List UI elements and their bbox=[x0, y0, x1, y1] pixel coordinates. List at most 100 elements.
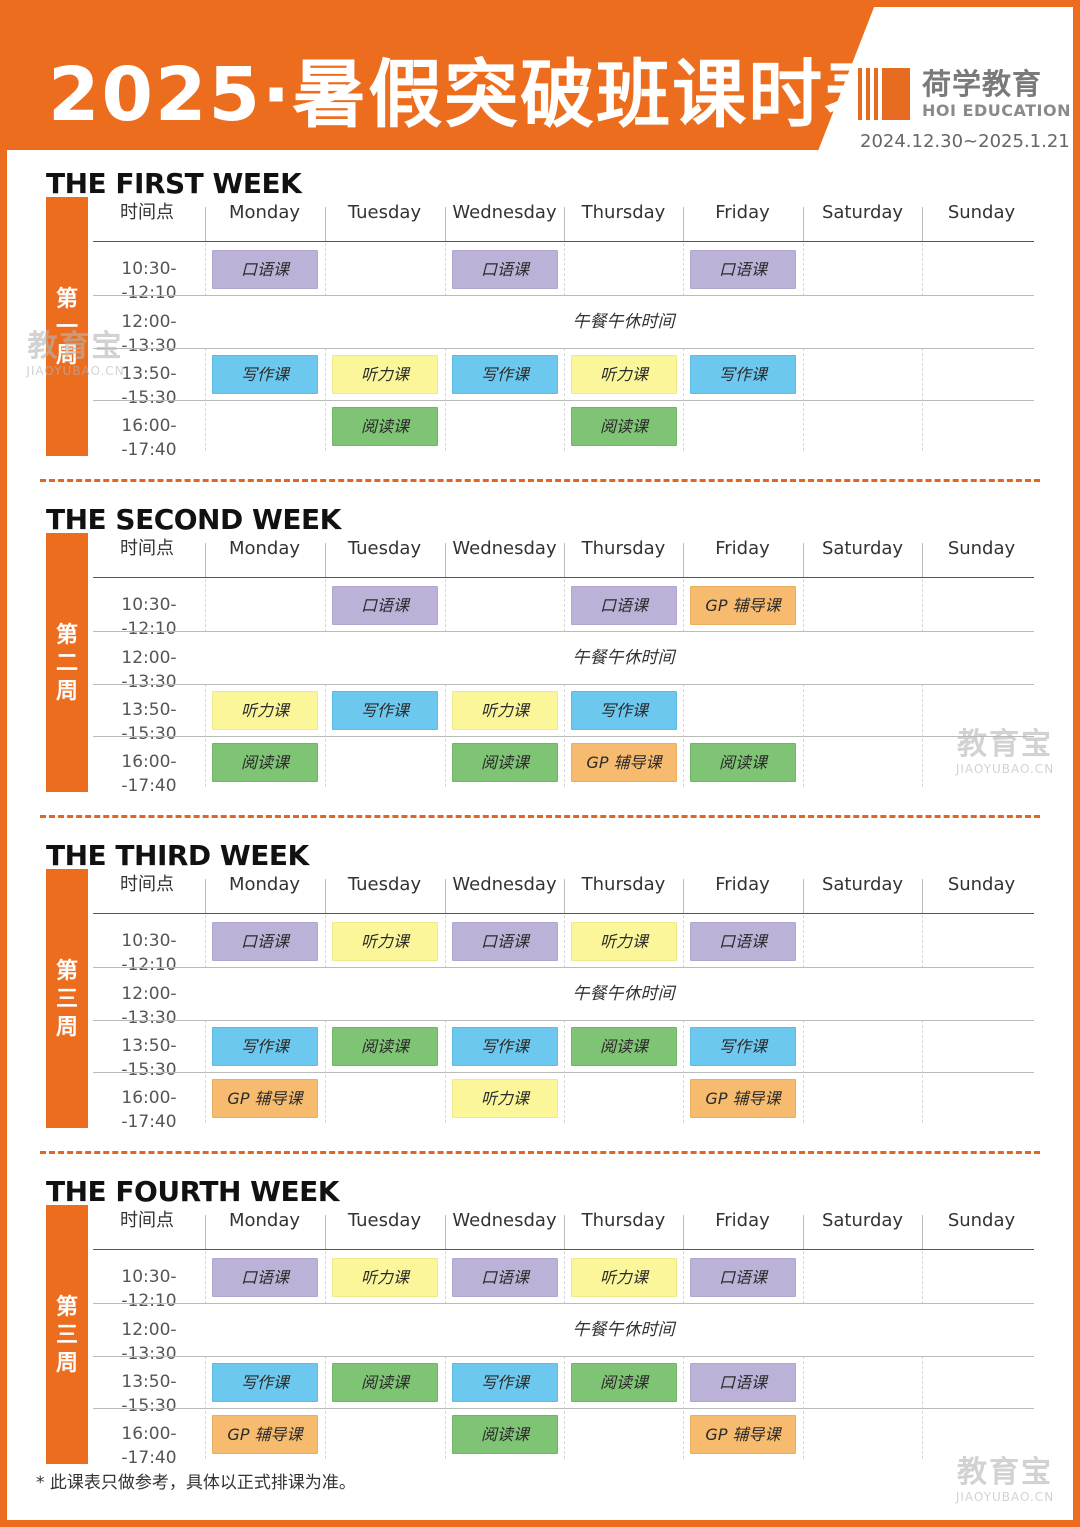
course-block-read: 阅读课 bbox=[332, 1363, 438, 1402]
column-divider bbox=[803, 1215, 804, 1249]
course-block-gp: GP 辅导课 bbox=[690, 586, 796, 625]
week-label-char: 第 bbox=[55, 287, 78, 312]
lunch-break-label: 午餐午休时间 bbox=[572, 1320, 675, 1340]
column-grid-line bbox=[205, 1251, 206, 1459]
course-block-read: 阅读课 bbox=[571, 1363, 677, 1402]
column-header-day: Monday bbox=[228, 538, 301, 559]
lunch-break-label: 午餐午休时间 bbox=[572, 984, 675, 1004]
column-header-day: Monday bbox=[228, 1210, 301, 1231]
row-divider bbox=[93, 295, 1034, 296]
row-divider bbox=[93, 348, 1034, 349]
brand-name-cn: 荷学教育 bbox=[922, 67, 1043, 101]
column-grid-line bbox=[445, 1251, 446, 1459]
course-block-read: 阅读课 bbox=[571, 1027, 677, 1066]
time-slot-label: 10:30--12:10 bbox=[121, 595, 177, 639]
course-block-oral: 口语课 bbox=[690, 1258, 796, 1297]
course-block-oral: 口语课 bbox=[690, 922, 796, 961]
week-title: THE THIRD WEEK bbox=[46, 839, 309, 872]
column-divider bbox=[922, 207, 923, 241]
column-grid-line bbox=[803, 1251, 804, 1459]
column-divider bbox=[205, 543, 206, 577]
course-block-write: 写作课 bbox=[212, 1027, 318, 1066]
time-slot-label: 10:30--12:10 bbox=[121, 259, 177, 303]
course-block-listen: 听力课 bbox=[332, 355, 438, 394]
column-grid-line bbox=[205, 579, 206, 787]
week-label-cn: 第一周 bbox=[46, 286, 88, 370]
course-block-read: 阅读课 bbox=[452, 743, 558, 782]
course-block-oral: 口语课 bbox=[452, 1258, 558, 1297]
course-block-oral: 口语课 bbox=[212, 922, 318, 961]
course-block-write: 写作课 bbox=[332, 691, 438, 730]
course-block-oral: 口语课 bbox=[452, 250, 558, 289]
week-label-bar: 第二周 bbox=[46, 533, 88, 792]
column-divider bbox=[205, 879, 206, 913]
course-block-write: 写作课 bbox=[571, 691, 677, 730]
column-grid-line bbox=[445, 579, 446, 787]
column-divider bbox=[803, 543, 804, 577]
time-slot-label: 12:00--13:30 bbox=[121, 984, 177, 1028]
column-header-day: Tuesday bbox=[347, 202, 422, 223]
column-grid-line bbox=[325, 243, 326, 451]
course-block-read: 阅读课 bbox=[332, 1027, 438, 1066]
column-header-day: Friday bbox=[715, 1210, 770, 1231]
row-divider bbox=[93, 967, 1034, 968]
column-grid-line bbox=[325, 915, 326, 1123]
column-header-day: Tuesday bbox=[347, 538, 422, 559]
watermark: 教育宝 JIAOYUBAO.CN bbox=[26, 329, 125, 379]
time-slot-label: 16:00--17:40 bbox=[121, 752, 177, 796]
column-header-day: Friday bbox=[715, 202, 770, 223]
time-slot-label: 12:00--13:30 bbox=[121, 648, 177, 692]
column-header-time: 时间点 bbox=[120, 538, 174, 559]
header-underline bbox=[93, 1249, 1034, 1250]
lunch-row bbox=[203, 633, 1035, 683]
row-divider bbox=[93, 1408, 1034, 1409]
column-header-day: Sunday bbox=[947, 538, 1016, 559]
column-header-day: Saturday bbox=[821, 538, 904, 559]
course-block-listen: 听力课 bbox=[212, 691, 318, 730]
week-label-char: 周 bbox=[55, 1015, 78, 1040]
column-header-day: Tuesday bbox=[347, 874, 422, 895]
column-header-day: Sunday bbox=[947, 874, 1016, 895]
time-slot-label: 13:50--15:30 bbox=[121, 1036, 177, 1080]
time-slot-label: 13:50--15:30 bbox=[121, 364, 177, 408]
column-header-day: Sunday bbox=[947, 1210, 1016, 1231]
column-grid-line bbox=[205, 915, 206, 1123]
course-block-write: 写作课 bbox=[452, 1363, 558, 1402]
column-divider bbox=[564, 207, 565, 241]
course-block-listen: 听力课 bbox=[571, 1258, 677, 1297]
column-divider bbox=[325, 207, 326, 241]
column-grid-line bbox=[683, 915, 684, 1123]
column-grid-line bbox=[683, 579, 684, 787]
column-header-day: Saturday bbox=[821, 202, 904, 223]
column-divider bbox=[922, 1215, 923, 1249]
course-block-listen: 听力课 bbox=[571, 355, 677, 394]
column-header-day: Wednesday bbox=[452, 538, 557, 559]
course-block-gp: GP 辅导课 bbox=[212, 1415, 318, 1454]
column-header-day: Friday bbox=[715, 538, 770, 559]
column-header-day: Thursday bbox=[581, 874, 666, 895]
column-grid-line bbox=[325, 1251, 326, 1459]
column-divider bbox=[683, 543, 684, 577]
row-divider bbox=[93, 1020, 1034, 1021]
row-divider bbox=[93, 684, 1034, 685]
course-block-oral: 口语课 bbox=[690, 250, 796, 289]
column-divider bbox=[683, 207, 684, 241]
week-label-bar: 第三周 bbox=[46, 869, 88, 1128]
course-block-oral: 口语课 bbox=[212, 1258, 318, 1297]
week-label-char: 周 bbox=[55, 343, 78, 368]
lunch-row bbox=[203, 969, 1035, 1019]
course-block-gp: GP 辅导课 bbox=[690, 1079, 796, 1118]
column-grid-line bbox=[445, 915, 446, 1123]
time-slot-label: 10:30--12:10 bbox=[121, 931, 177, 975]
course-block-read: 阅读课 bbox=[212, 743, 318, 782]
course-block-gp: GP 辅导课 bbox=[571, 743, 677, 782]
week-separator bbox=[40, 815, 1040, 818]
column-grid-line bbox=[445, 243, 446, 451]
time-slot-label: 16:00--17:40 bbox=[121, 1424, 177, 1468]
column-header-time: 时间点 bbox=[120, 202, 174, 223]
column-header-day: Thursday bbox=[581, 538, 666, 559]
column-grid-line bbox=[564, 579, 565, 787]
column-grid-line bbox=[922, 1251, 923, 1459]
column-grid-line bbox=[683, 1251, 684, 1459]
